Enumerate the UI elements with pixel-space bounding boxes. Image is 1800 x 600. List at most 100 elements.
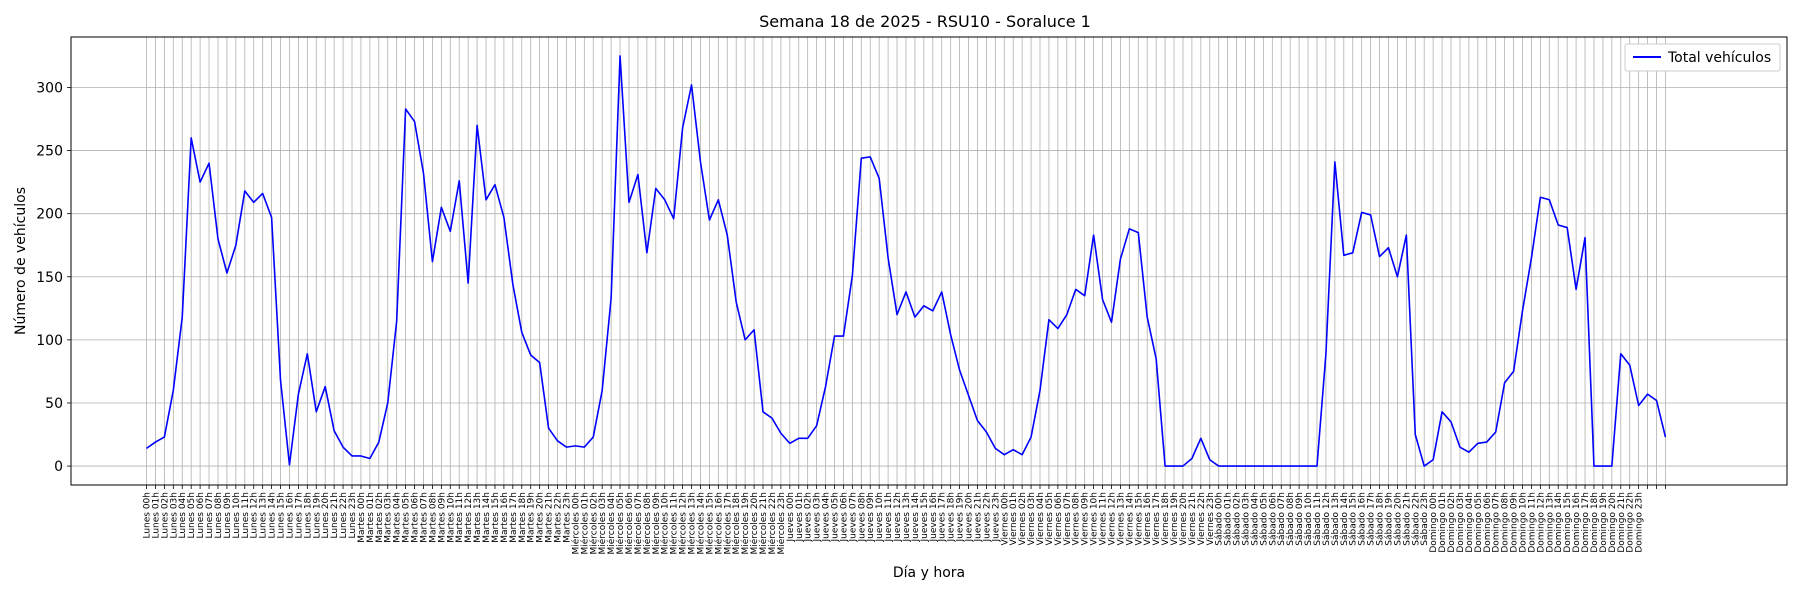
y-tick-label: 200 xyxy=(36,207,63,223)
x-tick-label: Martes 00h xyxy=(357,492,367,543)
x-tick-label: Domingo 00h xyxy=(1429,492,1439,553)
x-tick-label: Sábado 05h xyxy=(1259,492,1269,546)
x-tick-label: Jueves 17h xyxy=(938,492,948,542)
x-tick-label: Martes 10h xyxy=(446,492,456,543)
x-tick-label: Domingo 06h xyxy=(1483,492,1493,553)
x-tick-label: Martes 19h xyxy=(527,492,537,543)
x-tick-label: Domingo 19h xyxy=(1599,492,1609,553)
x-tick-label: Sábado 12h xyxy=(1322,492,1332,546)
x-tick-label: Martes 21h xyxy=(545,492,555,543)
x-tick-label: Jueves 20h xyxy=(965,492,975,542)
x-tick-label: Sábado 04h xyxy=(1250,492,1260,546)
x-tick-label: Lunes 03h xyxy=(169,492,179,539)
x-tick-label: Sábado 16h xyxy=(1358,492,1368,546)
x-tick-label: Jueves 15h xyxy=(920,492,930,542)
x-tick-label: Miércoles 23h xyxy=(776,492,787,555)
x-tick-label: Domingo 20h xyxy=(1608,492,1618,553)
x-tick-label: Miércoles 22h xyxy=(767,492,778,555)
x-tick-label: Martes 07h xyxy=(419,492,429,543)
x-tick-label: Miércoles 16h xyxy=(713,492,724,555)
x-tick-label: Sábado 22h xyxy=(1411,492,1421,546)
x-tick-label: Martes 08h xyxy=(428,492,438,543)
x-tick-label: Viernes 23h xyxy=(1206,492,1216,546)
x-tick-label: Sábado 00h xyxy=(1215,492,1225,546)
x-tick-label: Domingo 10h xyxy=(1518,492,1528,553)
series-line-total-vehiculos xyxy=(146,55,1667,467)
x-tick-label: Viernes 14h xyxy=(1125,492,1135,546)
x-tick-label: Lunes 10h xyxy=(232,492,242,539)
x-tick-label: Viernes 05h xyxy=(1045,492,1055,546)
x-tick-label: Domingo 09h xyxy=(1510,492,1520,553)
x-tick-label: Lunes 15h xyxy=(277,492,287,539)
x-tick-label: Miércoles 00h xyxy=(570,492,581,555)
x-tick-label: Viernes 13h xyxy=(1116,492,1126,546)
legend: Total vehículos xyxy=(1624,43,1781,72)
y-tick-label: 150 xyxy=(36,270,63,286)
x-tick-label: Sábado 07h xyxy=(1277,492,1287,546)
x-tick-label: Jueves 07h xyxy=(848,492,858,542)
x-tick-label: Sábado 08h xyxy=(1286,492,1296,546)
x-tick-label: Viernes 03h xyxy=(1027,492,1037,546)
x-tick-label: Lunes 18h xyxy=(303,492,313,539)
x-tick-label: Miércoles 04h xyxy=(606,492,617,555)
x-tick-label: Viernes 16h xyxy=(1143,492,1153,546)
x-tick-label: Jueves 16h xyxy=(929,492,939,542)
x-tick-label: Lunes 17h xyxy=(294,492,304,539)
x-tick-label: Viernes 18h xyxy=(1161,492,1171,546)
x-tick-label: Martes 01h xyxy=(366,492,376,543)
x-tick-label: Lunes 23h xyxy=(348,492,358,539)
x-tick-label: Domingo 07h xyxy=(1492,492,1502,553)
x-tick-label: Miércoles 06h xyxy=(624,492,635,555)
x-tick-label: Miércoles 20h xyxy=(749,492,760,555)
x-tick-label: Martes 09h xyxy=(437,492,447,543)
x-tick-label: Domingo 16h xyxy=(1572,492,1582,553)
plot-frame xyxy=(70,36,1788,486)
chart-title: Semana 18 de 2025 - RSU10 - Soraluce 1 xyxy=(759,12,1091,31)
x-tick-label: Miércoles 09h xyxy=(651,492,662,555)
legend-label-total-vehiculos: Total vehículos xyxy=(1667,50,1771,66)
x-tick-label: Viernes 08h xyxy=(1072,492,1082,546)
x-tick-label: Lunes 00h xyxy=(143,492,153,539)
x-tick-label: Sábado 23h xyxy=(1420,492,1430,546)
x-tick-label: Viernes 15h xyxy=(1134,492,1144,546)
x-tick-label: Jueves 23h xyxy=(991,492,1001,542)
x-tick-label: Viernes 00h xyxy=(1000,492,1010,546)
x-tick-label: Miércoles 10h xyxy=(660,492,671,555)
x-tick-label: Domingo 12h xyxy=(1536,492,1546,553)
x-tick-label: Lunes 07h xyxy=(205,492,215,539)
x-tick-label: Miércoles 13h xyxy=(687,492,698,555)
y-tick-label: 250 xyxy=(36,144,63,160)
x-tick-label: Jueves 09h xyxy=(866,492,876,542)
x-tick-label: Sábado 21h xyxy=(1402,492,1412,546)
x-tick-label: Lunes 13h xyxy=(259,492,269,539)
x-tick-label: Jueves 12h xyxy=(893,492,903,542)
x-tick-label: Lunes 09h xyxy=(223,492,233,539)
x-tick-label: Viernes 22h xyxy=(1197,492,1207,546)
x-tick-label: Miércoles 03h xyxy=(597,492,608,555)
x-axis-label: Día y hora xyxy=(893,565,965,581)
x-tick-label: Domingo 15h xyxy=(1563,492,1573,553)
x-tick-label: Domingo 11h xyxy=(1527,492,1537,553)
x-tick-label: Miércoles 07h xyxy=(633,492,644,555)
x-tick-label: Viernes 11h xyxy=(1099,492,1109,546)
x-tick-label: Lunes 08h xyxy=(214,492,224,539)
x-tick-label: Martes 06h xyxy=(411,492,421,543)
x-tick-label: Miércoles 14h xyxy=(695,492,706,555)
x-tick-label: Jueves 01h xyxy=(795,492,805,542)
x-tick-label: Martes 05h xyxy=(402,492,412,543)
x-tick-label: Domingo 08h xyxy=(1501,492,1511,553)
x-tick-label: Sábado 01h xyxy=(1224,492,1234,546)
x-tick-label: Viernes 21h xyxy=(1188,492,1198,546)
x-tick-label: Domingo 13h xyxy=(1545,492,1555,553)
x-tick-label: Miércoles 05h xyxy=(615,492,626,555)
x-tick-label: Viernes 19h xyxy=(1170,492,1180,546)
x-tick-label: Miércoles 17h xyxy=(722,492,733,555)
x-tick-label: Domingo 22h xyxy=(1626,492,1636,553)
x-tick-label: Domingo 02h xyxy=(1447,492,1457,553)
x-tick-label: Miércoles 12h xyxy=(678,492,689,555)
x-tick-label: Martes 14h xyxy=(482,492,492,543)
x-tick-label: Lunes 21h xyxy=(330,492,340,539)
x-tick-label: Lunes 14h xyxy=(268,492,278,539)
x-tick-label: Sábado 19h xyxy=(1384,492,1394,546)
